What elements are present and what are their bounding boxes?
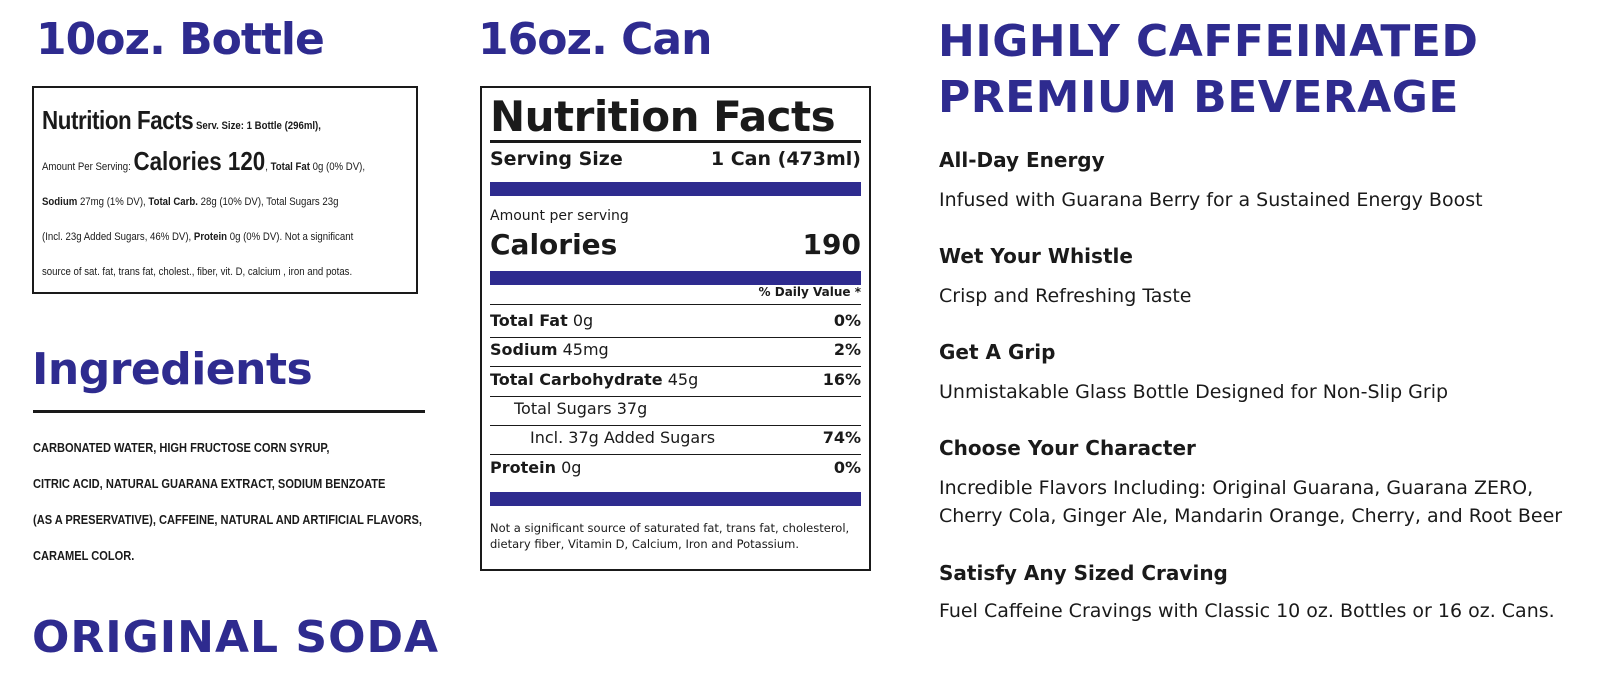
bottle-calories-comma: , — [265, 161, 268, 173]
feature-description: Crisp and Refreshing Taste — [939, 285, 1192, 307]
ingredients-line: CITRIC ACID, NATURAL GUARANA EXTRACT, SO… — [33, 476, 386, 491]
divider — [490, 140, 861, 143]
divider — [490, 304, 861, 305]
bottle-footnote: source of sat. fat, trans fat, cholest.,… — [42, 266, 353, 278]
nutrient-amount: 0g — [561, 458, 582, 477]
feature-description: Incredible Flavors Including: Original G… — [939, 474, 1579, 530]
nutrient-dv: 0% — [833, 311, 861, 330]
feature-title: All-Day Energy — [939, 148, 1105, 172]
thick-bar — [490, 271, 861, 285]
calories-label: Calories — [490, 228, 618, 261]
nutrient-dv: 0% — [833, 458, 861, 477]
ingredients-list: CARBONATED WATER, HIGH FRUCTOSE CORN SYR… — [33, 430, 428, 574]
ingredients-heading: Ingredients — [32, 344, 313, 395]
amount-per-serving-row: Amount per serving — [490, 208, 861, 224]
divider — [490, 366, 861, 367]
divider — [490, 425, 861, 426]
nutrient-label: Total Fat — [490, 311, 568, 330]
original-soda-heading: ORIGINAL SODA — [32, 612, 440, 663]
nutrient-row-sodium: Sodium 45mg 2% — [490, 340, 861, 359]
bottle-total-fat-label: Total Fat — [270, 161, 310, 173]
divider — [490, 337, 861, 338]
bottle-sodium-value: 27mg (1% DV), — [79, 196, 146, 208]
feature-description-line: Incredible Flavors Including: Original G… — [939, 477, 1534, 499]
calories-row: Calories 190 — [490, 228, 861, 261]
divider — [490, 454, 861, 455]
thick-bar — [490, 182, 861, 196]
ingredients-line: CARBONATED WATER, HIGH FRUCTOSE CORN SYR… — [33, 440, 330, 455]
nutrient-label: Protein — [490, 458, 556, 477]
ingredients-line: (AS A PRESERVATIVE), CAFFEINE, NATURAL A… — [33, 512, 422, 527]
nutrient-label: Incl. 37g Added Sugars — [530, 428, 716, 447]
features-heading-line: HIGHLY CAFFEINATED — [938, 16, 1479, 67]
ingredients-line: CARAMEL COLOR. — [33, 548, 135, 563]
can-nutrition-title: Nutrition Facts — [490, 92, 836, 141]
daily-value-header-row: % Daily Value * — [490, 285, 861, 299]
bottle-serving-size: Serv. Size: 1 Bottle (296ml), — [195, 120, 321, 132]
feature-title: Satisfy Any Sized Craving — [939, 561, 1228, 585]
bottle-nutrition-text: Nutrition Facts Serv. Size: 1 Bottle (29… — [42, 102, 412, 290]
serving-size-value: 1 Can (473ml) — [710, 148, 861, 170]
nutrient-row-added-sugars: Incl. 37g Added Sugars 74% — [490, 428, 861, 447]
bottle-amount-prefix: Amount Per Serving: — [42, 161, 131, 173]
bottle-sodium-label: Sodium — [42, 196, 78, 208]
features-heading: HIGHLY CAFFEINATED PREMIUM BEVERAGE — [938, 14, 1478, 126]
bottle-calories: Calories 120 — [133, 146, 266, 176]
thick-bar — [490, 492, 861, 506]
bottle-carb-label: Total Carb. — [148, 196, 198, 208]
bottle-added-sugars: (Incl. 23g Added Sugars, 46% DV), — [42, 231, 192, 243]
feature-title: Get A Grip — [939, 340, 1056, 364]
bottle-nutrition-label: Nutrition Facts Serv. Size: 1 Bottle (29… — [32, 86, 418, 294]
feature-description: Fuel Caffeine Cravings with Classic 10 o… — [939, 600, 1555, 622]
feature-title: Wet Your Whistle — [939, 244, 1133, 268]
nutrient-amount: 0g — [572, 311, 594, 330]
divider — [490, 396, 861, 397]
nutrient-dv: 2% — [833, 340, 861, 359]
bottle-carb-value: 28g (10% DV), Total Sugars 23g — [200, 196, 339, 208]
serving-size-row: Serving Size 1 Can (473ml) — [490, 148, 861, 170]
nutrient-label: Total Carbohydrate — [490, 370, 663, 389]
bottle-protein-value: 0g (0% DV). Not a significant — [229, 231, 354, 243]
ingredients-divider — [33, 410, 425, 413]
nutrient-row-protein: Protein 0g 0% — [490, 458, 861, 477]
nutrient-label: Sodium — [490, 340, 558, 359]
bottle-heading: 10oz. Bottle — [36, 14, 325, 65]
can-heading: 16oz. Can — [478, 14, 712, 65]
nutrient-amount: 45mg — [562, 340, 609, 359]
bottle-nutrition-title: Nutrition Facts — [42, 105, 194, 135]
feature-description: Unmistakable Glass Bottle Designed for N… — [939, 381, 1449, 403]
nutrient-row-total-fat: Total Fat 0g 0% — [490, 311, 861, 330]
feature-description: Infused with Guarana Berry for a Sustain… — [939, 189, 1483, 211]
calories-value: 190 — [802, 228, 861, 261]
nutrient-label: Total Sugars 37g — [514, 399, 648, 418]
can-nutrition-label: Nutrition Facts Serving Size 1 Can (473m… — [480, 86, 871, 571]
bottle-protein-label: Protein — [193, 231, 228, 243]
feature-title: Choose Your Character — [939, 436, 1196, 460]
amount-per-serving: Amount per serving — [490, 208, 629, 224]
features-heading-line: PREMIUM BEVERAGE — [938, 72, 1459, 123]
nutrient-dv: 16% — [822, 370, 861, 389]
bottle-total-fat-value: 0g (0% DV), — [312, 161, 366, 173]
feature-description-line: Cherry Cola, Ginger Ale, Mandarin Orange… — [939, 505, 1563, 527]
serving-size-label: Serving Size — [490, 148, 623, 170]
nutrient-amount: 45g — [667, 370, 699, 389]
daily-value-header: % Daily Value * — [758, 285, 861, 299]
can-footnote: Not a significant source of saturated fa… — [490, 521, 850, 551]
nutrient-dv: 74% — [822, 428, 861, 447]
nutrient-row-total-carbohydrate: Total Carbohydrate 45g 16% — [490, 370, 861, 389]
nutrient-row-total-sugars: Total Sugars 37g — [490, 399, 861, 418]
